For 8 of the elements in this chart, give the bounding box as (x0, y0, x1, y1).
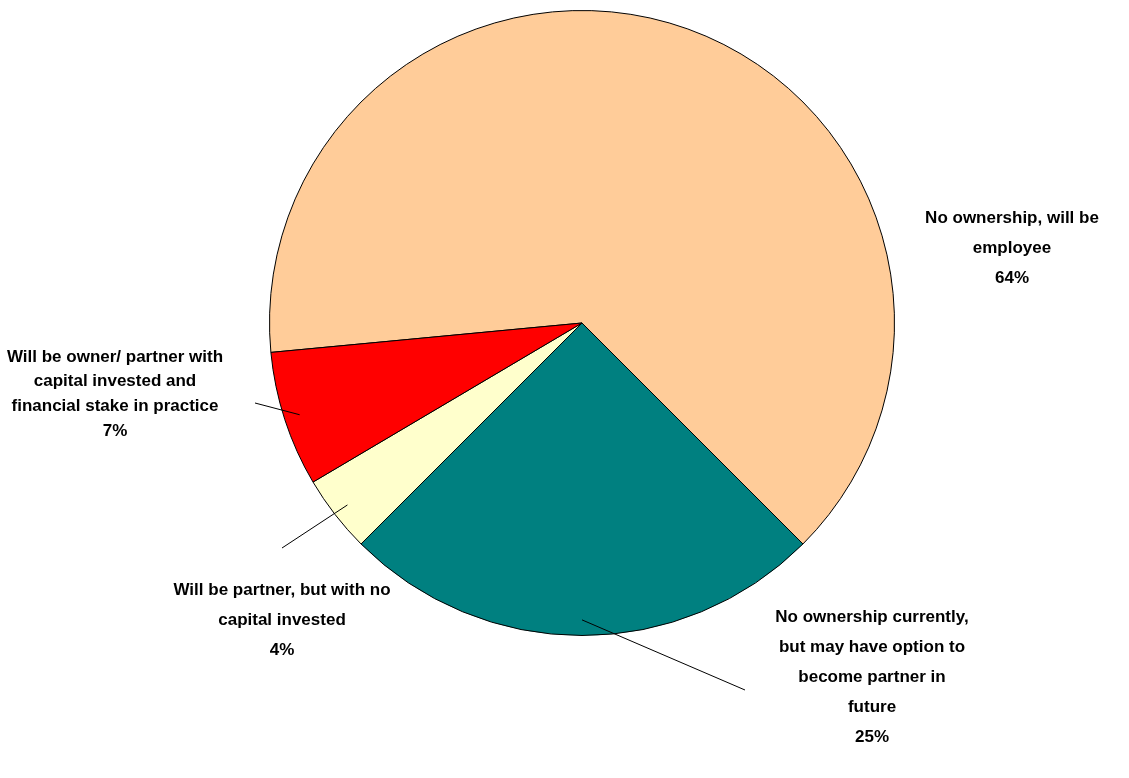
slice-label: No ownership, will be employee (925, 207, 1099, 257)
data-label: 7% (102, 421, 128, 441)
slice-label: Will be partner, but with no capital invested (173, 579, 391, 629)
slice-label: No ownership currently, but may have option to become partner in future (775, 606, 969, 716)
data-label: 4% (269, 639, 295, 659)
data-label: 25% (854, 726, 890, 746)
data-label: 64% (994, 267, 1030, 287)
slice-label: Will be owner/ partner with capital invested and financial stake in practice (6, 346, 224, 416)
